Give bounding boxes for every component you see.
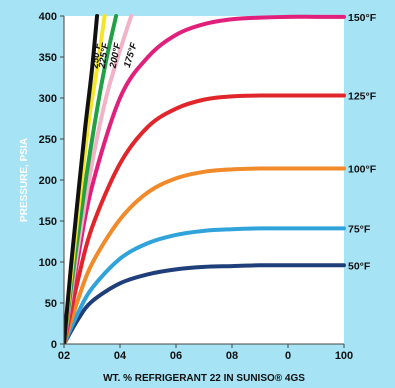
y-tick-label: 150 — [39, 216, 57, 228]
series-label: 225°F — [97, 42, 112, 70]
series-label: 50°F — [348, 260, 371, 272]
y-tick-label: 300 — [39, 93, 57, 105]
y-tick-label: 400 — [39, 11, 57, 23]
series-line-50f — [64, 263, 346, 344]
x-tick-label: 06 — [170, 350, 182, 362]
x-tick-label: 08 — [226, 350, 238, 362]
x-tick-label: 0 — [285, 350, 291, 362]
series-line-250f — [64, 14, 100, 344]
series-label: 200°F — [108, 42, 124, 70]
series-line-75f — [64, 226, 346, 344]
x-tick-label: 02 — [58, 350, 70, 362]
y-axis-title: PRESSURE, PSIA — [19, 138, 30, 222]
y-tick-label: 100 — [39, 257, 57, 269]
series-label: 250°F — [90, 42, 104, 70]
series-label: 150°F — [348, 12, 377, 24]
x-axis-title: WT. % REFRIGERANT 22 IN SUNISO® 4GS — [103, 373, 305, 384]
series-line-125f — [64, 93, 346, 344]
series-line-150f — [64, 14, 346, 344]
y-tick-label: 200 — [39, 175, 57, 187]
y-tick-label: 50 — [45, 298, 57, 310]
y-tick-label: 350 — [39, 52, 57, 64]
series-label: 100°F — [348, 164, 377, 176]
y-tick-label: 250 — [39, 134, 57, 146]
y-tick-label: 0 — [51, 339, 57, 351]
x-tick-label: 04 — [114, 350, 127, 362]
series-line-100f — [64, 166, 346, 344]
series-label: 75°F — [348, 223, 371, 235]
series-label: 125°F — [348, 91, 377, 103]
x-tick-label: 100 — [335, 350, 353, 362]
